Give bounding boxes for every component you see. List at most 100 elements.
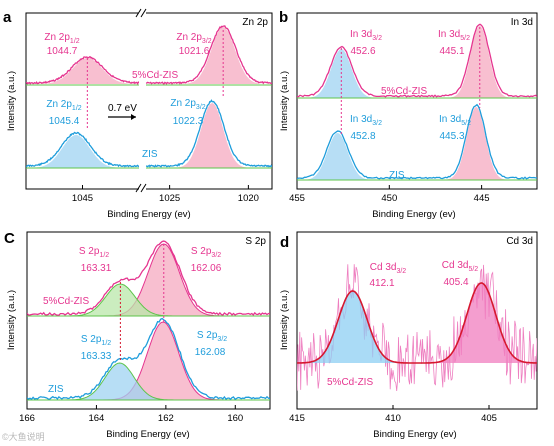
c-ann-blue-1: S 2p1/2 [81,334,111,347]
b-ann-blue-2: In 3d5/2 [439,114,471,127]
panel-d-plot [297,264,537,392]
panel-a-letter: a [3,9,12,26]
a-tick-label-0: 1045 [72,193,93,204]
panel-b-xticks: 455 450 445 [289,185,490,204]
panel-a-xticks: 1045 1025 1020 [72,185,259,204]
panel-b-letter: b [279,9,288,26]
b-tick-label-1: 450 [381,193,397,204]
d-tick-label-0: 415 [289,413,305,424]
a-tick-label-2: 1020 [238,193,259,204]
c-ann-pink-1-value: 163.31 [81,263,112,274]
c-tick-label-0: 166 [19,413,35,424]
b-bot-peak-1-fill [297,133,379,180]
a-series-label-1: 5%Cd-ZIS [132,70,178,81]
b-ann-blue-2-value: 445.3 [439,131,464,142]
b-ann-pink-2: In 3d5/2 [438,29,470,42]
a-series-label-2: ZIS [142,149,158,160]
a-bot-peak-1-fill [26,135,131,168]
a-top-peak-1-fill [29,58,139,84]
panel-c-ylabel: Intensity (a.u.) [6,290,17,350]
c-ann-blue-1-value: 163.33 [81,351,112,362]
axis-break-gap-top [139,9,146,17]
axis-break-mark-top [135,8,147,18]
panel-a-ylabel: Intensity (a.u.) [6,71,17,131]
a-ann-blue-2-value: 1022.3 [173,116,204,127]
panel-d-xticks: 415 410 405 [289,405,497,424]
d-peak-2-fill [423,283,537,363]
a-bot-line-2 [146,99,272,168]
d-ann-pink-1: Cd 3d3/2 [370,262,407,275]
c-ann-pink-1: S 2p1/2 [79,246,109,259]
a-ann-blue-1-value: 1045.4 [49,116,80,127]
panel-c-letter: C [4,230,15,247]
b-series-label-1: 5%Cd-ZIS [381,86,427,97]
a-shift-label: 0.7 eV [108,103,137,114]
c-tick-label-1: 164 [88,413,104,424]
b-top-line [297,23,537,98]
panel-d-xlabel: Binding Energy (ev) [373,429,456,440]
b-bot-line [297,103,537,180]
b-bot-peak-2-fill [439,107,513,180]
panel-b-plot [297,23,537,181]
a-bot-line-1 [26,131,139,168]
panel-d-frame [296,231,538,410]
axis-break-mark [135,183,147,193]
c-bot-peak-1-fill [61,362,178,401]
panel-c-plot [27,240,270,401]
d-ann-pink-2-value: 405.4 [443,277,468,288]
panel-d-cd3d: d Cd 3d Binding Energy (ev) Intensity (a… [279,231,538,440]
d-peak-1-fill [297,291,411,363]
d-tick-label-1: 410 [385,413,401,424]
panel-c-xticks: 166 164 162 160 [19,405,243,424]
panel-c-title: S 2p [245,236,266,247]
b-ann-blue-1: In 3d3/2 [350,114,382,127]
d-raw-line [297,264,537,392]
panel-b-in3d: b In 3d Binding Energy (ev) Intensity (a… [279,9,538,220]
a-ann-pink-2-value: 1021.6 [179,46,210,57]
b-ann-pink-1-value: 452.6 [350,46,375,57]
panel-b-xlabel: Binding Energy (ev) [372,209,455,220]
panel-c-frame [26,231,271,410]
a-tick-label-1: 1025 [159,193,180,204]
d-tick-label-2: 405 [481,413,497,424]
panel-a-title: Zn 2p [242,17,268,28]
b-ann-blue-1-value: 452.8 [350,131,375,142]
panel-c-s2p: C S 2p Binding Energy (ev) Intensity (a.… [4,230,271,440]
c-ann-pink-2: S 2p3/2 [191,246,221,259]
d-series-label-1: 5%Cd-ZIS [327,377,373,388]
d-ann-pink-1-value: 412.1 [369,278,394,289]
a-top-line-2 [146,25,272,85]
panel-d-ylabel: Intensity (a.u.) [279,290,290,350]
b-top-peak-2-fill [442,26,517,98]
a-ann-blue-1: Zn 2p1/2 [46,99,81,112]
c-ann-blue-2: S 2p3/2 [197,330,227,343]
b-tick-label-0: 455 [289,193,305,204]
a-bot-peak-2-fill [168,103,257,168]
panel-a-zn2p: a Zn 2p Binding Energy (ev) Intensity (a… [3,8,273,220]
a-ann-blue-2: Zn 2p3/2 [170,98,205,111]
c-ann-pink-2-value: 162.06 [191,263,222,274]
a-ann-pink-2: Zn 2p3/2 [176,32,211,45]
c-bot-line [27,317,270,401]
panel-d-letter: d [280,234,289,251]
panel-b-frame [296,12,538,190]
b-series-label-2: ZIS [389,170,405,181]
c-tick-label-2: 162 [158,413,174,424]
c-series-label-1: 5%Cd-ZIS [43,296,89,307]
panel-b-ylabel: Intensity (a.u.) [279,71,290,131]
b-tick-label-2: 445 [474,193,490,204]
b-ann-pink-1: In 3d3/2 [350,29,382,42]
a-ann-pink-1-value: 1044.7 [47,46,78,57]
c-series-label-2: ZIS [48,384,64,395]
d-fit-line [297,282,537,364]
b-ann-pink-2-value: 445.1 [439,46,464,57]
a-top-line-1 [26,56,139,85]
panel-a-plot [26,25,272,169]
panel-a-frame [25,12,273,190]
panel-c-xlabel: Binding Energy (ev) [106,429,189,440]
c-tick-label-3: 160 [227,413,243,424]
c-top-line [27,240,270,316]
panel-b-title: In 3d [511,17,533,28]
d-ann-pink-2: Cd 3d5/2 [442,260,479,273]
